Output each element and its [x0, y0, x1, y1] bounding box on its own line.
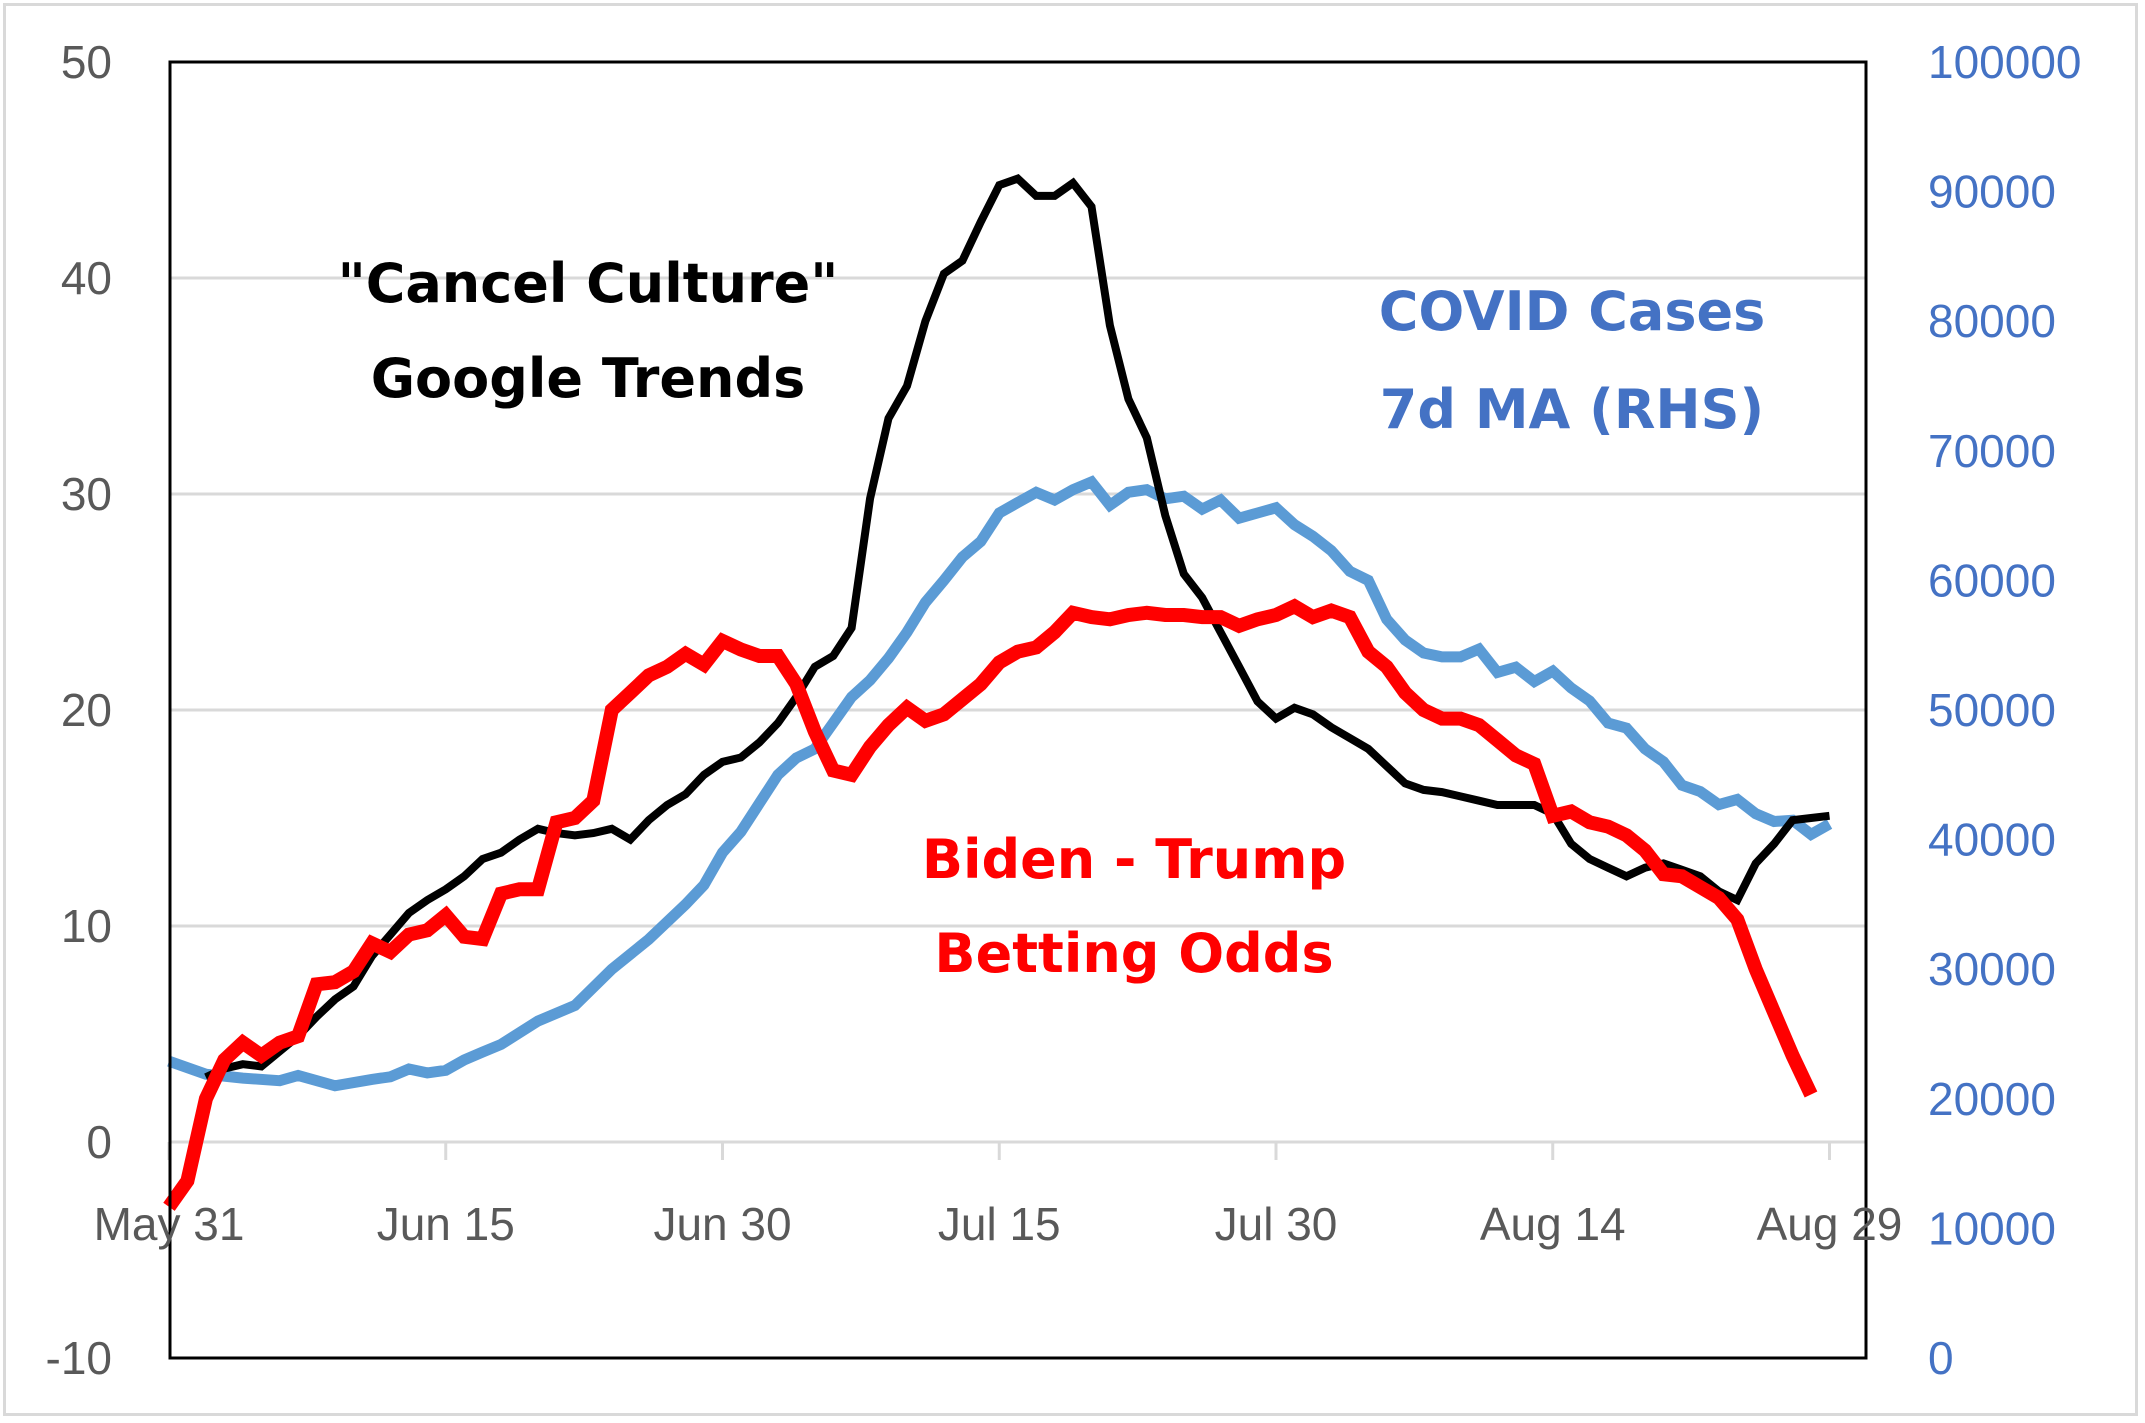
- y2-tick-label: 100000: [1928, 36, 2082, 88]
- y-tick-label: 40: [61, 252, 112, 304]
- annotation-biden-trump-line1: Biden - Trump: [922, 828, 1346, 891]
- series-line-covid-cases: [167, 475, 1833, 1092]
- y2-tick-label: 20000: [1928, 1073, 2056, 1125]
- annotation-biden-trump-line2: Betting Odds: [934, 922, 1333, 985]
- x-tick-label: Jul 30: [1215, 1198, 1338, 1250]
- y2-tick-label: 10000: [1928, 1202, 2056, 1254]
- y2-tick-label: 0: [1928, 1332, 1954, 1384]
- y-tick-label: 30: [61, 468, 112, 520]
- y2-tick-label: 70000: [1928, 425, 2056, 477]
- y-tick-label: -10: [46, 1332, 112, 1384]
- x-tick-label: Jun 15: [377, 1198, 515, 1250]
- series-line-biden-trump: [163, 598, 1818, 1211]
- y2-tick-label: 80000: [1928, 295, 2056, 347]
- annotations: "Cancel Culture" Google Trends COVID Cas…: [338, 252, 1766, 985]
- y-tick-label: 0: [86, 1116, 112, 1168]
- y2-tick-label: 50000: [1928, 684, 2056, 736]
- annotation-covid-line1: COVID Cases: [1379, 280, 1766, 343]
- x-tick-marks: [167, 1142, 1831, 1160]
- x-tick-label: Aug 29: [1757, 1198, 1903, 1250]
- plot-border: [168, 60, 1868, 1360]
- y-axis-right-labels: 0 10000 20000 30000 40000 50000 60000 70000 8000…: [1928, 36, 2082, 1384]
- y2-tick-label: 60000: [1928, 554, 2056, 606]
- y2-tick-label: 40000: [1928, 814, 2056, 866]
- y-axis-left-labels: -10 0 10 20 30 40 50: [46, 36, 112, 1384]
- x-tick-label: May 31: [94, 1198, 245, 1250]
- y-tick-label: 20: [61, 684, 112, 736]
- x-axis-labels: May 31 Jun 15 Jun 30 Jul 15 Jul 30 Aug 14 Aug …: [94, 1198, 1903, 1250]
- series-line-cancel-culture: [204, 174, 1830, 1081]
- annotation-cancel-culture-line1: "Cancel Culture": [338, 252, 839, 315]
- x-tick-label: Jul 15: [938, 1198, 1061, 1250]
- x-tick-label: Jun 30: [653, 1198, 791, 1250]
- series-lines: [163, 174, 1833, 1211]
- y-tick-label: 50: [61, 36, 112, 88]
- y-tick-label: 10: [61, 900, 112, 952]
- y2-tick-label: 30000: [1928, 943, 2056, 995]
- y2-tick-label: 90000: [1928, 166, 2056, 218]
- x-tick-label: Aug 14: [1480, 1198, 1626, 1250]
- annotation-covid-line2: 7d MA (RHS): [1380, 378, 1764, 441]
- annotation-cancel-culture-line2: Google Trends: [371, 347, 806, 410]
